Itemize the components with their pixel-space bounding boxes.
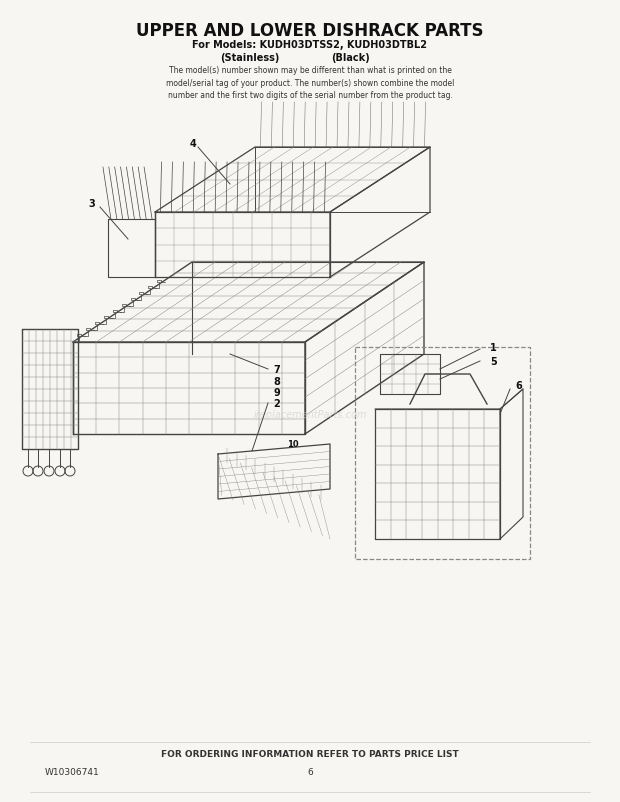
Polygon shape	[155, 213, 330, 277]
Polygon shape	[380, 354, 440, 395]
Text: 2: 2	[273, 399, 280, 408]
Text: 1: 1	[490, 342, 497, 353]
Polygon shape	[108, 220, 155, 277]
Polygon shape	[330, 148, 430, 277]
Text: (Stainless): (Stainless)	[220, 53, 280, 63]
Polygon shape	[108, 220, 155, 277]
Polygon shape	[330, 148, 430, 277]
Polygon shape	[73, 263, 424, 342]
Text: W10306741: W10306741	[45, 768, 100, 776]
Polygon shape	[73, 342, 305, 435]
Polygon shape	[73, 342, 305, 435]
Polygon shape	[305, 263, 424, 435]
Polygon shape	[375, 390, 523, 539]
Text: 3: 3	[89, 199, 95, 209]
Text: 6: 6	[307, 768, 313, 776]
Text: 4: 4	[190, 139, 197, 149]
Text: FOR ORDERING INFORMATION REFER TO PARTS PRICE LIST: FOR ORDERING INFORMATION REFER TO PARTS …	[161, 750, 459, 759]
Polygon shape	[155, 148, 430, 213]
Polygon shape	[218, 444, 330, 500]
Text: The model(s) number shown may be different than what is printed on the
model/ser: The model(s) number shown may be differe…	[166, 66, 454, 100]
Bar	[355, 347, 530, 559]
Polygon shape	[22, 330, 78, 449]
Polygon shape	[500, 390, 523, 539]
Text: 9: 9	[273, 387, 280, 398]
Text: 5: 5	[490, 357, 497, 367]
Text: ireplacementParts.com: ireplacementParts.com	[253, 410, 367, 419]
Polygon shape	[73, 263, 424, 354]
Polygon shape	[380, 354, 440, 395]
Polygon shape	[218, 444, 330, 500]
Text: 6: 6	[515, 380, 522, 391]
Text: 7: 7	[273, 365, 280, 375]
Text: For Models: KUDH03DTSS2, KUDH03DTBL2: For Models: KUDH03DTSS2, KUDH03DTBL2	[192, 40, 428, 50]
Text: (Black): (Black)	[330, 53, 370, 63]
Text: UPPER AND LOWER DISHRACK PARTS: UPPER AND LOWER DISHRACK PARTS	[136, 22, 484, 40]
Text: 10: 10	[287, 440, 299, 449]
Polygon shape	[375, 410, 500, 539]
Polygon shape	[155, 148, 430, 213]
Polygon shape	[305, 263, 424, 435]
Polygon shape	[375, 390, 523, 410]
Text: 8: 8	[273, 376, 280, 387]
Polygon shape	[22, 330, 78, 449]
Polygon shape	[155, 213, 330, 277]
